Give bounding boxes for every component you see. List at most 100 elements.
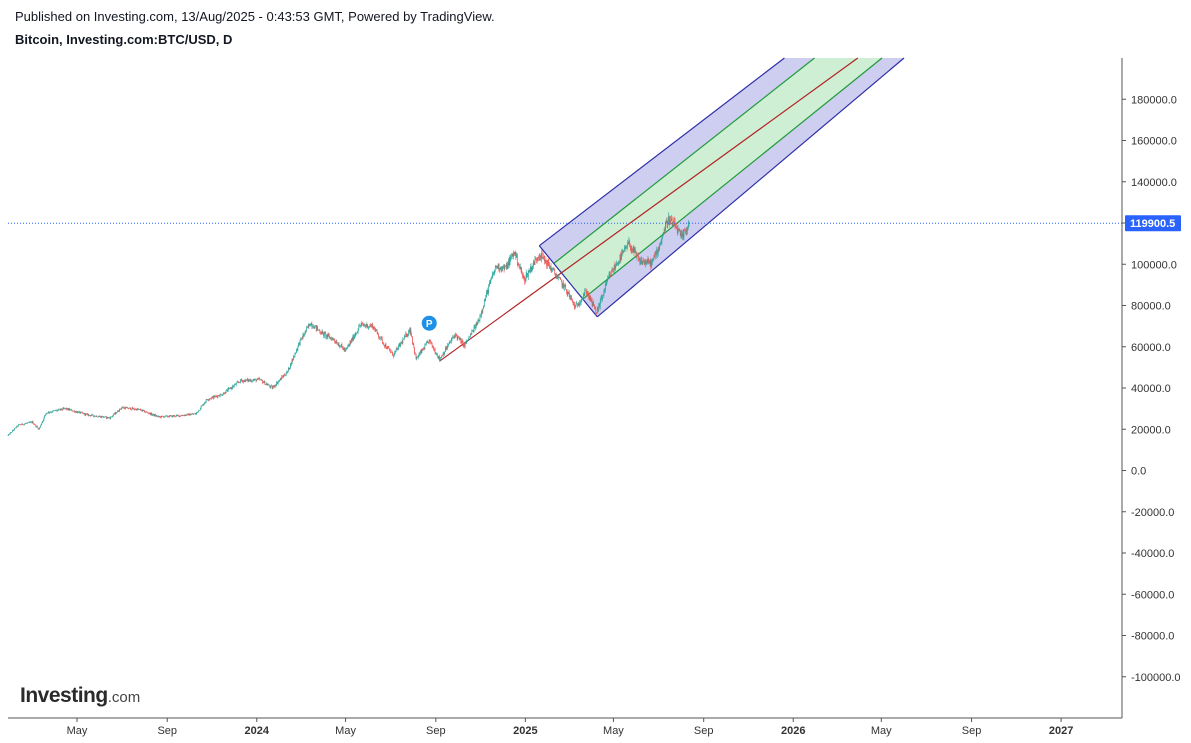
candle-body-55 bbox=[48, 411, 49, 414]
candle-body-211 bbox=[162, 416, 164, 417]
candle-body-25 bbox=[26, 423, 27, 424]
candle-body-207 bbox=[159, 416, 161, 418]
candle-body-358 bbox=[270, 385, 272, 388]
candle-body-805 bbox=[598, 303, 600, 310]
candle-body-119 bbox=[94, 415, 96, 417]
logo-main-text: Investing bbox=[20, 684, 108, 707]
pitchfork-channel[interactable] bbox=[439, 57, 905, 362]
candle-body-879 bbox=[652, 258, 654, 261]
candle-body-545 bbox=[407, 333, 409, 336]
candle-body-562 bbox=[420, 351, 421, 354]
candle-body-73 bbox=[61, 408, 62, 410]
candle-body-304 bbox=[230, 387, 232, 389]
candle-body-521 bbox=[389, 350, 391, 353]
candle-body-503 bbox=[376, 329, 378, 333]
candle-body-219 bbox=[168, 416, 170, 418]
candle-body-692 bbox=[515, 252, 517, 258]
candle-body-670 bbox=[499, 269, 501, 271]
candle-body-636 bbox=[474, 325, 476, 328]
candle-body-691 bbox=[514, 252, 516, 255]
pitchfork-median-line bbox=[439, 57, 859, 362]
candle-body-536 bbox=[401, 341, 402, 344]
candle-body-671 bbox=[500, 267, 501, 270]
candle-body-528 bbox=[395, 350, 396, 352]
candle-body-674 bbox=[502, 266, 503, 271]
candle-body-483 bbox=[362, 323, 363, 325]
candle-body-160 bbox=[125, 407, 126, 409]
candle-body-713 bbox=[530, 266, 532, 271]
candle-body-818 bbox=[607, 278, 609, 279]
candle-body-697 bbox=[519, 265, 520, 268]
candle-body-447 bbox=[335, 341, 337, 343]
candle-body-236 bbox=[180, 415, 182, 417]
candle-body-688 bbox=[512, 254, 514, 257]
candle-body-830 bbox=[616, 263, 618, 265]
y-tick-label: 140000.0 bbox=[1131, 177, 1177, 189]
candle-body-81 bbox=[67, 408, 68, 410]
candle-body-803 bbox=[596, 308, 598, 313]
candle-body-275 bbox=[209, 398, 211, 400]
candle-body-284 bbox=[216, 396, 217, 397]
y-tick-label: -80000.0 bbox=[1131, 631, 1174, 643]
candle-body-597 bbox=[445, 347, 447, 350]
candle-body-102 bbox=[82, 413, 84, 414]
candle-body-487 bbox=[365, 325, 366, 326]
candle-body-476 bbox=[356, 332, 358, 333]
candle-body-832 bbox=[618, 261, 619, 265]
candle-body-764 bbox=[568, 291, 570, 294]
candle-body-393 bbox=[296, 349, 297, 353]
candle-body-862 bbox=[640, 260, 641, 265]
candle-body-796 bbox=[591, 299, 593, 306]
candle-body-385 bbox=[290, 363, 291, 368]
candle-body-26 bbox=[26, 422, 28, 424]
candle-body-808 bbox=[600, 297, 602, 301]
candle-body-18 bbox=[20, 424, 22, 426]
candle-body-596 bbox=[445, 347, 446, 352]
candle-body-490 bbox=[367, 324, 368, 329]
candle-body-829 bbox=[616, 263, 617, 267]
candle-body-85 bbox=[70, 409, 71, 411]
candle-body-695 bbox=[517, 263, 519, 265]
candle-body-506 bbox=[378, 337, 380, 338]
candle-body-468 bbox=[351, 339, 352, 343]
candle-body-752 bbox=[559, 277, 561, 279]
candle-body-823 bbox=[611, 270, 613, 271]
candle-body-241 bbox=[184, 415, 186, 416]
candle-body-814 bbox=[605, 284, 606, 291]
candle-body-307 bbox=[232, 386, 234, 387]
candle-body-435 bbox=[326, 334, 328, 337]
candle-body-242 bbox=[185, 414, 186, 416]
candle-body-852 bbox=[632, 247, 634, 252]
candle-body-49 bbox=[43, 417, 45, 421]
candle-body-787 bbox=[585, 290, 586, 291]
candle-body-489 bbox=[366, 324, 368, 327]
y-tick-label: 160000.0 bbox=[1131, 136, 1177, 148]
candle-body-100 bbox=[81, 412, 82, 413]
candle-body-64 bbox=[54, 410, 56, 411]
candle-body-721 bbox=[536, 260, 538, 261]
candle-body-237 bbox=[181, 415, 183, 416]
candle-body-109 bbox=[87, 413, 89, 416]
candle-body-890 bbox=[660, 242, 662, 244]
candle-body-146 bbox=[114, 412, 116, 415]
candle-body-135 bbox=[106, 416, 108, 419]
candle-body-858 bbox=[637, 255, 638, 257]
candle-body-631 bbox=[470, 334, 472, 335]
candle-body-311 bbox=[235, 383, 237, 385]
candle-body-263 bbox=[200, 406, 202, 409]
candle-body-768 bbox=[571, 297, 572, 300]
candle-body-776 bbox=[577, 303, 578, 306]
candle-body-533 bbox=[398, 343, 400, 346]
candle-body-363 bbox=[274, 385, 275, 387]
x-tick-label: 2027 bbox=[1049, 725, 1073, 737]
candle-body-677 bbox=[504, 265, 506, 270]
candle-body-635 bbox=[473, 327, 475, 333]
candle-body-67 bbox=[56, 410, 58, 411]
candle-body-856 bbox=[635, 251, 637, 258]
candle-body-894 bbox=[663, 232, 665, 233]
candle-body-473 bbox=[354, 335, 356, 337]
candle-body-498 bbox=[373, 326, 374, 329]
candle-body-245 bbox=[187, 413, 189, 415]
pitchfork-upper-outer-fill bbox=[539, 58, 815, 264]
